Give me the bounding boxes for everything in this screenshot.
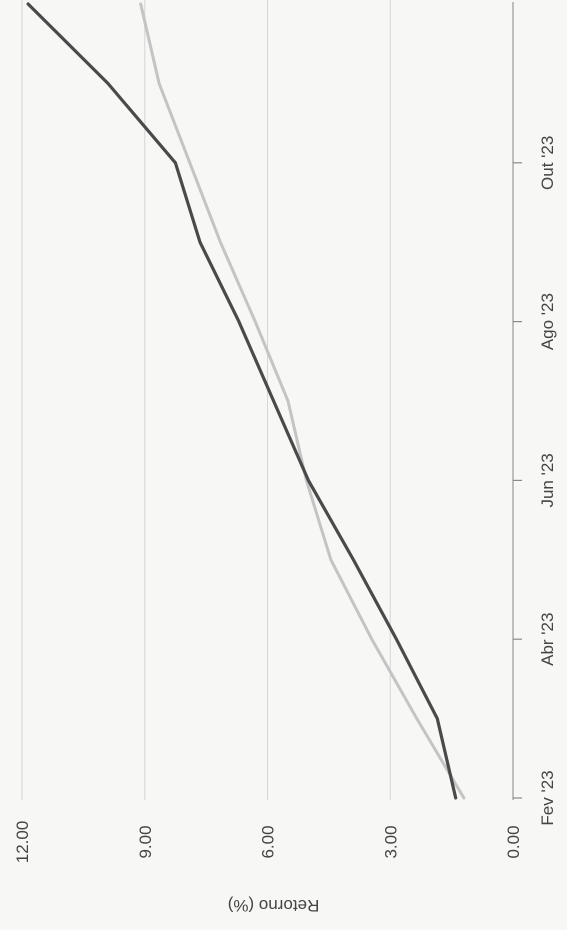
x-tick-label: Fev '23 [538, 770, 557, 825]
y-tick-label: 12.00 [13, 821, 32, 864]
series-line-1 [26, 2, 458, 800]
y-tick-label: 9.00 [136, 825, 155, 858]
grid [21, 0, 391, 800]
x-tick-label: Out '23 [538, 136, 557, 190]
series-lines [26, 2, 466, 800]
x-tick-label: Ago '23 [538, 293, 557, 350]
x-tick-label: Abr '23 [538, 613, 557, 666]
tick-labels: 0.00 3.00 6.00 9.00 12.00 Fev '23 Abr '23 Jun '… [13, 136, 557, 864]
axes [512, 2, 522, 800]
series-line-2 [139, 2, 466, 800]
y-axis-title: Retorno (%) [228, 896, 320, 915]
y-tick-label: 3.00 [381, 825, 400, 858]
y-tick-label: 6.00 [259, 825, 278, 858]
y-tick-label: 0.00 [504, 825, 523, 858]
x-tick-label: Jun '23 [538, 453, 557, 507]
